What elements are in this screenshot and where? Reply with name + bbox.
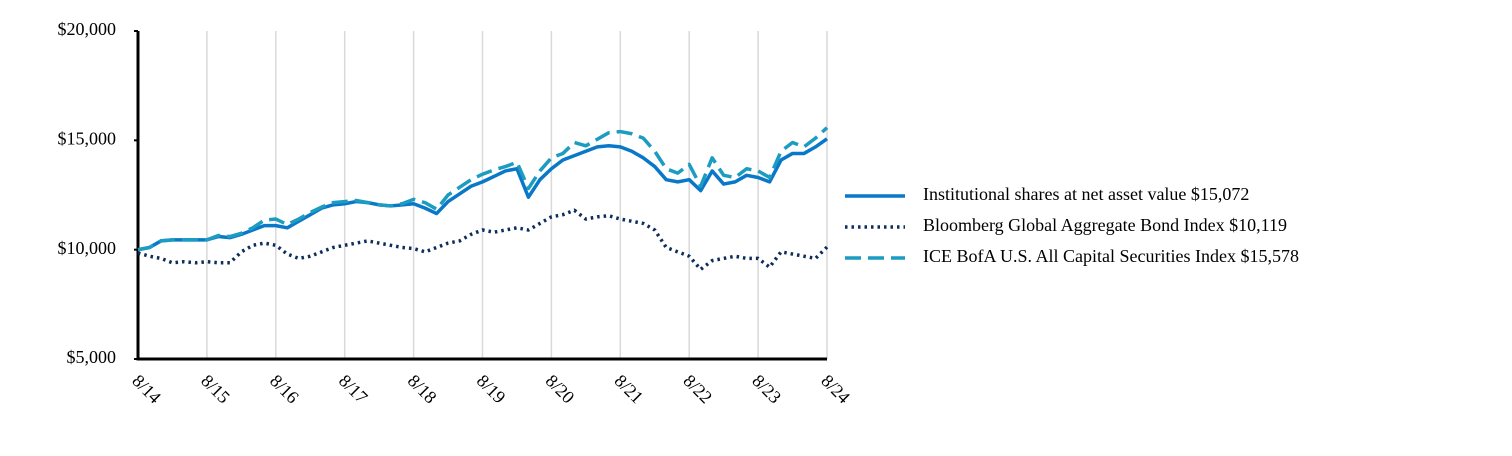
y-tick-label: $5,000 xyxy=(67,347,117,367)
series-line xyxy=(137,126,829,252)
x-tick-label: 8/18 xyxy=(404,371,441,408)
y-tick-label: $10,000 xyxy=(58,238,117,258)
x-tick-label: 8/24 xyxy=(817,371,854,408)
legend-label: ICE BofA U.S. All Capital Securities Ind… xyxy=(923,246,1299,266)
legend-label: Institutional shares at net asset value … xyxy=(923,184,1249,204)
y-tick-label: $15,000 xyxy=(58,128,117,148)
x-tick-label: 8/17 xyxy=(335,371,372,408)
x-tick-label: 8/21 xyxy=(611,371,648,408)
legend-label: Bloomberg Global Aggregate Bond Index $1… xyxy=(923,215,1287,235)
x-tick-label: 8/15 xyxy=(197,371,234,408)
x-tick-label: 8/19 xyxy=(473,371,510,408)
x-tick-label: 8/14 xyxy=(128,371,165,408)
x-tick-label: 8/23 xyxy=(748,371,785,408)
series-line xyxy=(137,137,829,252)
x-tick-label: 8/20 xyxy=(542,371,579,408)
x-tick-label: 8/22 xyxy=(679,371,716,408)
series-line xyxy=(137,208,829,272)
y-tick-label: $20,000 xyxy=(58,19,117,39)
x-tick-label: 8/16 xyxy=(266,371,303,408)
